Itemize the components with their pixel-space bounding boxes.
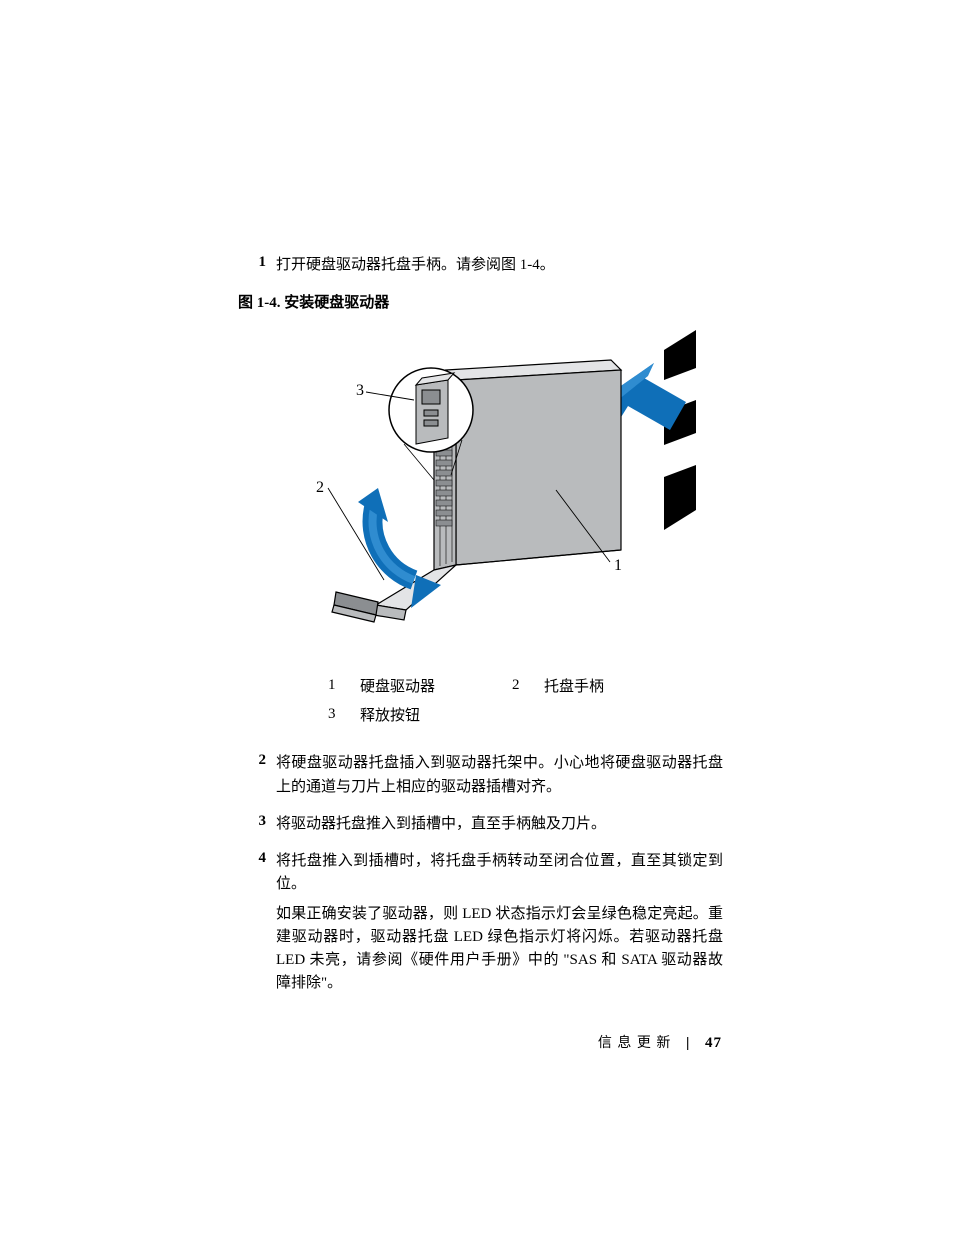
legend-1-text: 硬盘驱动器 — [360, 672, 510, 699]
figure-caption: 图 1-4. 安装硬盘驱动器 — [238, 291, 723, 312]
callout-3: 3 — [356, 382, 364, 399]
step-4-note: 如果正确安装了驱动器，则 LED 状态指示灯会呈绿色稳定亮起。重建驱动器时，驱动… — [276, 903, 723, 996]
figure-wrap: 3 2 1 — [238, 330, 723, 640]
step-2-text: 将硬盘驱动器托盘插入到驱动器托架中。小心地将硬盘驱动器托盘上的通道与刀片上相应的… — [276, 752, 723, 799]
legend-3-text: 释放按钮 — [360, 701, 510, 728]
callout-1: 1 — [614, 557, 622, 574]
footer-label: 信 息 更 新 — [598, 1036, 672, 1051]
step-3-text: 将驱动器托盘推入到插槽中，直至手柄触及刀片。 — [276, 813, 723, 836]
page-number: 47 — [705, 1035, 722, 1051]
legend-1-num: 1 — [328, 672, 358, 699]
step-3-number: 3 — [238, 813, 276, 830]
step-3-row: 3 将驱动器托盘推入到插槽中，直至手柄触及刀片。 — [238, 813, 723, 836]
callout-2: 2 — [316, 479, 324, 496]
step-1-text: 打开硬盘驱动器托盘手柄。请参阅图 1-4。 — [276, 254, 723, 277]
step-4-row: 4 将托盘推入到插槽时，将托盘手柄转动至闭合位置，直至其锁定到位。 — [238, 850, 723, 897]
legend-3-num: 3 — [328, 701, 358, 728]
page: 1 打开硬盘驱动器托盘手柄。请参阅图 1-4。 图 1-4. 安装硬盘驱动器 — [0, 0, 954, 1235]
hdd-install-diagram: 3 2 1 — [266, 330, 696, 640]
legend-2-text: 托盘手柄 — [544, 672, 694, 699]
step-4-number: 4 — [238, 850, 276, 867]
step-1-row: 1 打开硬盘驱动器托盘手柄。请参阅图 1-4。 — [238, 254, 723, 277]
step-4-text: 将托盘推入到插槽时，将托盘手柄转动至闭合位置，直至其锁定到位。 — [276, 850, 723, 897]
step-2-number: 2 — [238, 752, 276, 769]
content-area: 1 打开硬盘驱动器托盘手柄。请参阅图 1-4。 图 1-4. 安装硬盘驱动器 — [238, 254, 723, 996]
footer-separator: | — [686, 1034, 691, 1050]
step-1-number: 1 — [238, 254, 276, 271]
page-footer: 信 息 更 新 | 47 — [598, 1032, 722, 1052]
figure-legend: 1 硬盘驱动器 2 托盘手柄 3 释放按钮 — [326, 670, 696, 730]
legend-2-num: 2 — [512, 672, 542, 699]
step-2-row: 2 将硬盘驱动器托盘插入到驱动器托架中。小心地将硬盘驱动器托盘上的通道与刀片上相… — [238, 752, 723, 799]
